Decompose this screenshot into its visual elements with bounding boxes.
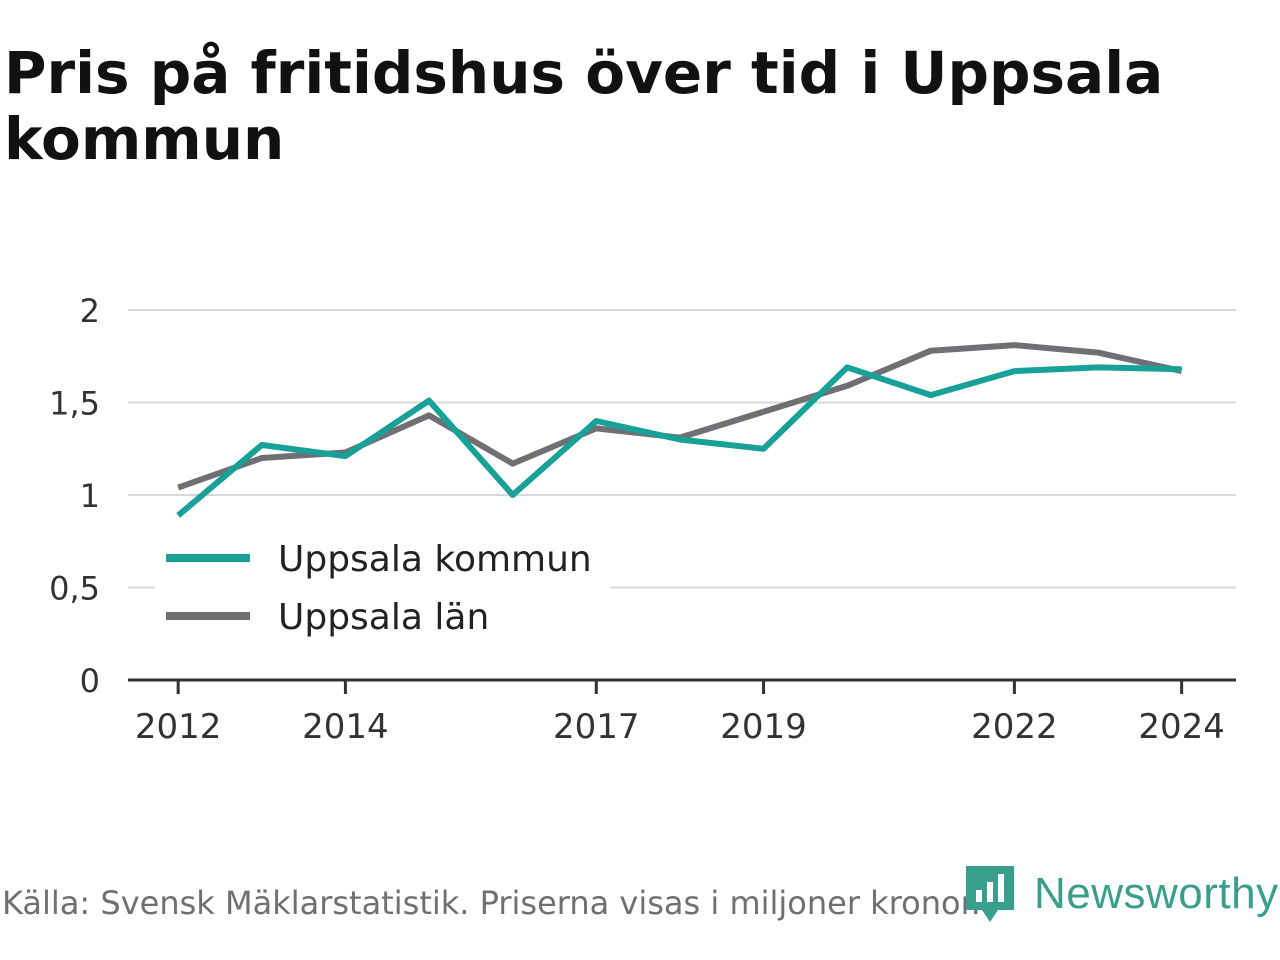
y-tick-label: 2 [80,292,100,330]
legend: Uppsala kommun Uppsala län [155,532,610,642]
x-tick-label: 2022 [971,707,1058,747]
line-chart: 0 0,5 1 1,5 2 2012 2014 2017 2019 2022 2024 Uppsa… [49,292,1236,747]
legend-label: Uppsala kommun [278,539,592,580]
y-axis-ticks: 0 0,5 1 1,5 2 [49,292,100,700]
x-tick-label: 2012 [135,707,222,747]
newsworthy-logo-icon [966,866,1014,922]
x-axis: 2012 2014 2017 2019 2022 2024 [128,678,1236,747]
chart-title: Pris på fritidshus över tid i Uppsala ko… [4,39,1164,173]
x-tick-label: 2024 [1138,707,1225,747]
brand-name: Newsworthy [1034,869,1279,918]
brand-logo: Newsworthy [964,864,1279,924]
legend-background [155,532,610,642]
series-line-uppsala-kommun [176,364,1182,518]
y-tick-label: 1 [80,477,100,515]
x-tick-label: 2017 [553,707,640,747]
y-tick-label: 0,5 [49,570,100,608]
series-lines [176,342,1183,518]
y-tick-label: 0 [80,662,100,700]
y-tick-label: 1,5 [49,385,100,423]
x-tick-label: 2019 [720,707,807,747]
source-note: Källa: Svensk Mäklarstatistik. Priserna … [2,884,981,922]
x-tick-label: 2014 [302,707,389,747]
series-line-uppsala-lan [177,342,1183,491]
legend-label: Uppsala län [278,597,489,638]
